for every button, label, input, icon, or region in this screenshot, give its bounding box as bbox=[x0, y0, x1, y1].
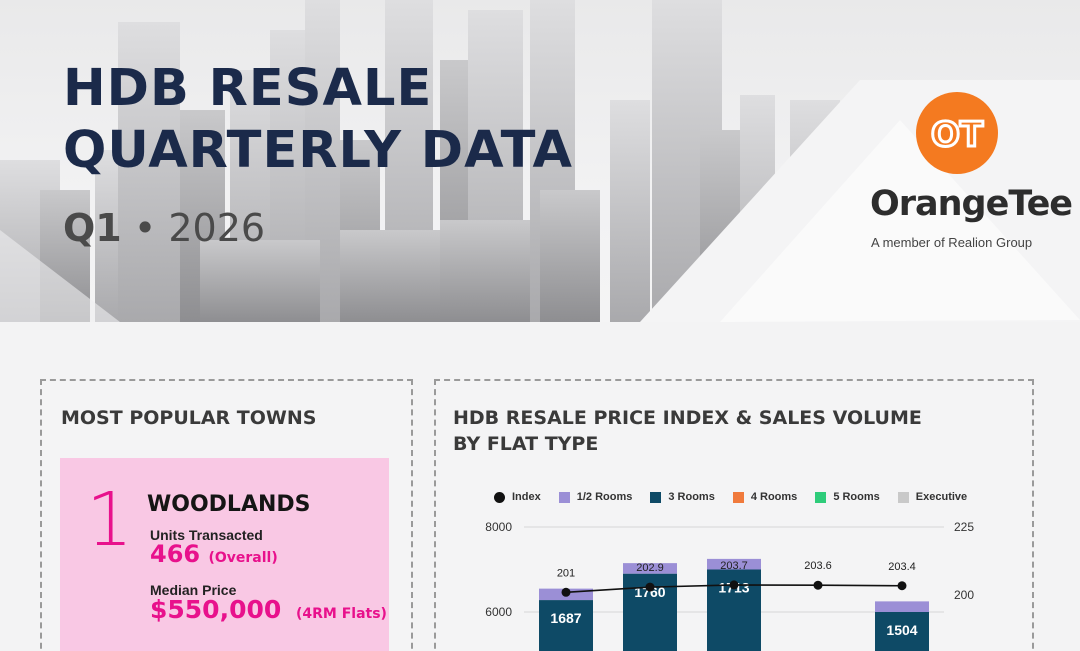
quarter-label: Q1 bbox=[63, 206, 122, 250]
year-label: 2026 bbox=[168, 206, 266, 250]
y-left-tick-label: 8000 bbox=[485, 520, 512, 534]
chart-heading-line-2: BY FLAT TYPE bbox=[453, 433, 599, 455]
legend-label: Index bbox=[512, 491, 541, 503]
units-note: (Overall) bbox=[208, 550, 278, 566]
index-point bbox=[729, 580, 739, 590]
index-value-label: 203.7 bbox=[720, 560, 748, 572]
logo-mark: OT bbox=[931, 115, 984, 155]
legend-item-index: Index bbox=[494, 491, 541, 503]
bar-segment-1-2-rooms bbox=[707, 558, 761, 570]
bar-segment-3-rooms bbox=[539, 600, 593, 651]
y-right-tick-label: 200 bbox=[954, 588, 974, 602]
y-right-tick-label: 225 bbox=[954, 520, 974, 534]
legend-label: Executive bbox=[915, 491, 968, 503]
quarter-subtitle: Q1 • 2026 bbox=[63, 205, 265, 251]
legend-swatch bbox=[897, 491, 909, 503]
index-value-label: 203.4 bbox=[888, 561, 916, 573]
town-rank: 1 bbox=[86, 477, 134, 563]
chart-legend: Index 1/2 Rooms 3 Rooms 4 Rooms 5 Rooms Execu… bbox=[494, 491, 985, 503]
legend-swatch bbox=[732, 491, 744, 503]
hero-banner: HDB RESALE QUARTERLY DATA Q1 • 2026 OT O… bbox=[0, 0, 1080, 322]
logo-wordmark: OrangeTee bbox=[870, 184, 1073, 224]
chart-heading-line-1: HDB RESALE PRICE INDEX & SALES VOLUME bbox=[453, 407, 922, 429]
bar-segment-3-rooms bbox=[875, 612, 929, 651]
page-title: HDB RESALE QUARTERLY DATA bbox=[63, 58, 573, 182]
legend-swatch bbox=[650, 491, 662, 503]
legend-label: 5 Rooms bbox=[833, 491, 880, 503]
bar-value-label: 1687 bbox=[550, 610, 581, 626]
index-point bbox=[645, 582, 655, 592]
orangetee-logo-icon: OT bbox=[916, 92, 998, 174]
chart-heading: HDB RESALE PRICE INDEX & SALES VOLUME BY… bbox=[453, 405, 922, 457]
town-card bbox=[60, 458, 389, 651]
index-point bbox=[561, 587, 571, 597]
legend-item-4-rooms: 4 Rooms bbox=[732, 491, 798, 503]
price-note: (4RM Flats) bbox=[295, 606, 387, 622]
bar-segment-1-2-rooms bbox=[875, 601, 929, 612]
units-value: 466 bbox=[150, 540, 201, 568]
city-skyline-image bbox=[0, 0, 840, 322]
index-point bbox=[813, 580, 823, 590]
legend-label: 3 Rooms bbox=[668, 491, 715, 503]
units-transacted-value: 466 (Overall) bbox=[150, 540, 278, 568]
legend-item-5-rooms: 5 Rooms bbox=[815, 491, 880, 503]
separator-dot: • bbox=[133, 206, 157, 250]
title-line-1: HDB RESALE bbox=[63, 59, 433, 118]
legend-swatch bbox=[494, 491, 505, 503]
logo-tagline: A member of Realion Group bbox=[871, 235, 1033, 250]
price-index-chart: 800060002252001687176017131504201202.920… bbox=[485, 520, 974, 651]
legend-swatch bbox=[558, 491, 570, 503]
index-point bbox=[897, 581, 907, 591]
legend-label: 1/2 Rooms bbox=[576, 491, 633, 503]
index-value-label: 203.6 bbox=[804, 560, 832, 572]
price-value: $550,000 bbox=[150, 595, 282, 624]
median-price-value: $550,000 (4RM Flats) bbox=[150, 595, 387, 624]
bar-segment-1-2-rooms bbox=[623, 563, 677, 574]
index-value-label: 201 bbox=[557, 567, 575, 579]
index-value-label: 202.9 bbox=[636, 562, 664, 574]
y-left-tick-label: 6000 bbox=[485, 605, 512, 619]
median-price-label: Median Price bbox=[150, 582, 237, 598]
legend-item-executive: Executive bbox=[897, 491, 968, 503]
title-line-2: QUARTERLY DATA bbox=[63, 121, 573, 180]
legend-item-1-2-rooms: 1/2 Rooms bbox=[558, 491, 633, 503]
bar-value-label: 1504 bbox=[886, 622, 917, 638]
legend-swatch bbox=[815, 491, 827, 503]
popular-towns-heading: MOST POPULAR TOWNS bbox=[61, 407, 317, 429]
town-name: WOODLANDS bbox=[147, 492, 311, 517]
legend-label: 4 Rooms bbox=[750, 491, 798, 503]
units-transacted-label: Units Transacted bbox=[150, 527, 263, 543]
legend-item-3-rooms: 3 Rooms bbox=[650, 491, 715, 503]
